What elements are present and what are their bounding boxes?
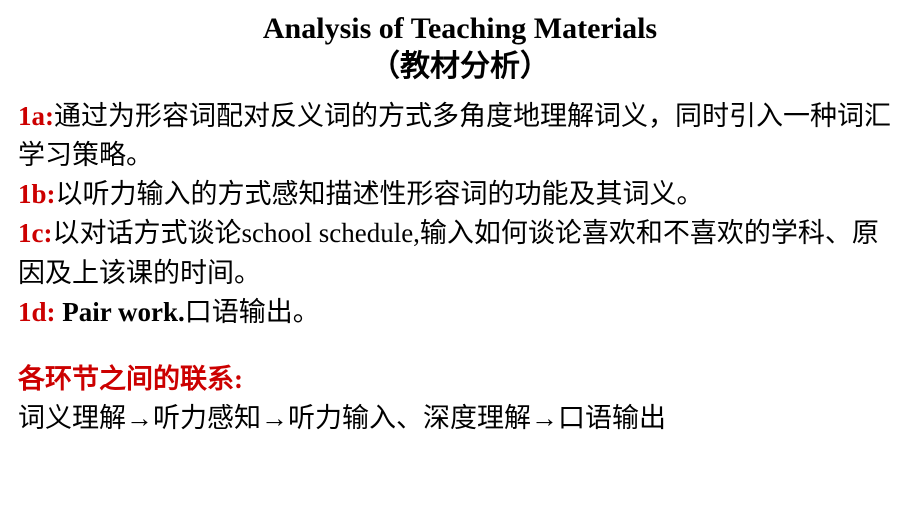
- item-1b: 1b:以听力输入的方式感知描述性形容词的功能及其词义。: [18, 175, 902, 214]
- slide-title: Analysis of Teaching Materials （教材分析）: [18, 10, 902, 85]
- item-1d-label: 1d:: [18, 297, 56, 327]
- title-english: Analysis of Teaching Materials: [18, 10, 902, 48]
- relation-heading-text: 各环节之间的联系:: [18, 364, 243, 394]
- item-1c-label: 1c:: [18, 218, 52, 248]
- title-chinese: （教材分析）: [18, 48, 902, 86]
- item-1b-label: 1b:: [18, 179, 56, 209]
- item-1d-text-bold: Pair work.: [56, 297, 185, 327]
- item-1d: 1d: Pair work.口语输出。: [18, 293, 902, 332]
- item-1a-text: 通过为形容词配对反义词的方式多角度地理解词义，同时引入一种词汇学习策略。: [18, 101, 891, 170]
- spacer: [18, 332, 902, 360]
- slide: Analysis of Teaching Materials （教材分析） 1a…: [0, 0, 920, 518]
- item-1c-text: 以对话方式谈论school schedule,输入如何谈论喜欢和不喜欢的学科、原…: [18, 218, 879, 287]
- item-1a: 1a:通过为形容词配对反义词的方式多角度地理解词义，同时引入一种词汇学习策略。: [18, 97, 902, 175]
- relation-flow: 词义理解→听力感知→听力输入、深度理解→口语输出: [18, 399, 902, 438]
- item-1b-text: 以听力输入的方式感知描述性形容词的功能及其词义。: [56, 179, 704, 209]
- item-1c: 1c:以对话方式谈论school schedule,输入如何谈论喜欢和不喜欢的学…: [18, 214, 902, 292]
- item-1d-text-rest: 口语输出。: [185, 297, 320, 327]
- item-1a-label: 1a:: [18, 101, 54, 131]
- slide-body: 1a:通过为形容词配对反义词的方式多角度地理解词义，同时引入一种词汇学习策略。 …: [18, 97, 902, 438]
- relation-heading: 各环节之间的联系:: [18, 360, 902, 399]
